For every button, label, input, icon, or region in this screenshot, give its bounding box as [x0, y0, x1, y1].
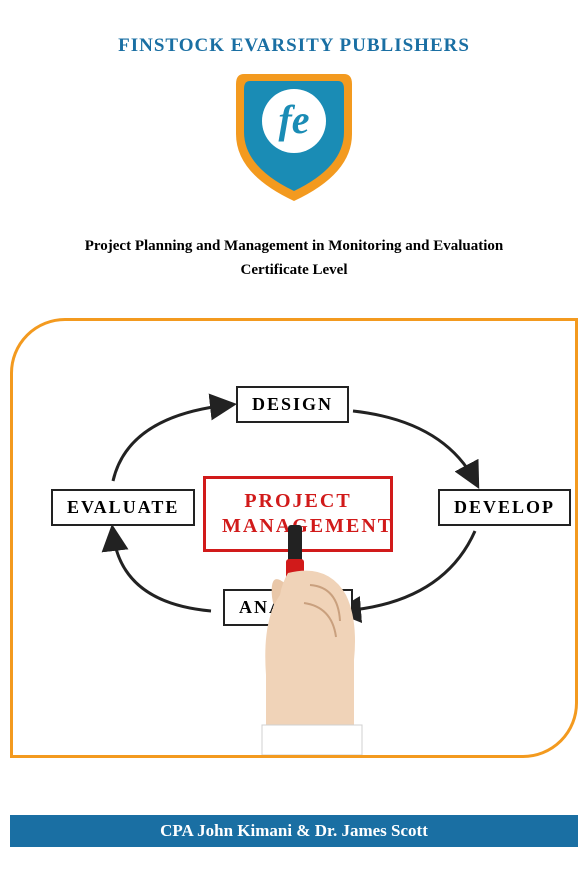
- logo-container: fe: [0, 69, 588, 204]
- logo-letters: fe: [278, 97, 309, 142]
- book-title: Project Planning and Management in Monit…: [0, 234, 588, 282]
- center-label-line: PROJECT: [222, 489, 374, 514]
- arrow-evaluate-to-design: [113, 405, 228, 481]
- node-evaluate: EVALUATE: [51, 489, 195, 526]
- authors-text: CPA John Kimani & Dr. James Scott: [160, 821, 428, 841]
- publisher-name: FINSTOCK EVARSITY PUBLISHERS: [0, 0, 588, 57]
- diagram-stage: PROJECTMANAGEMENT DESIGNDEVELOPANALYSEEV…: [13, 321, 575, 755]
- logo-shield: fe: [234, 69, 354, 204]
- title-line-1: Project Planning and Management in Monit…: [30, 234, 558, 258]
- title-line-2: Certificate Level: [30, 258, 558, 282]
- shirt-cuff: [262, 725, 362, 755]
- arrow-design-to-develop: [353, 411, 475, 481]
- hand-with-marker: [258, 525, 448, 755]
- node-develop: DEVELOP: [438, 489, 571, 526]
- authors-bar: CPA John Kimani & Dr. James Scott: [10, 815, 578, 847]
- diagram-frame: PROJECTMANAGEMENT DESIGNDEVELOPANALYSEEV…: [10, 318, 578, 758]
- arrow-analyse-to-evaluate: [113, 533, 211, 611]
- node-design: DESIGN: [236, 386, 349, 423]
